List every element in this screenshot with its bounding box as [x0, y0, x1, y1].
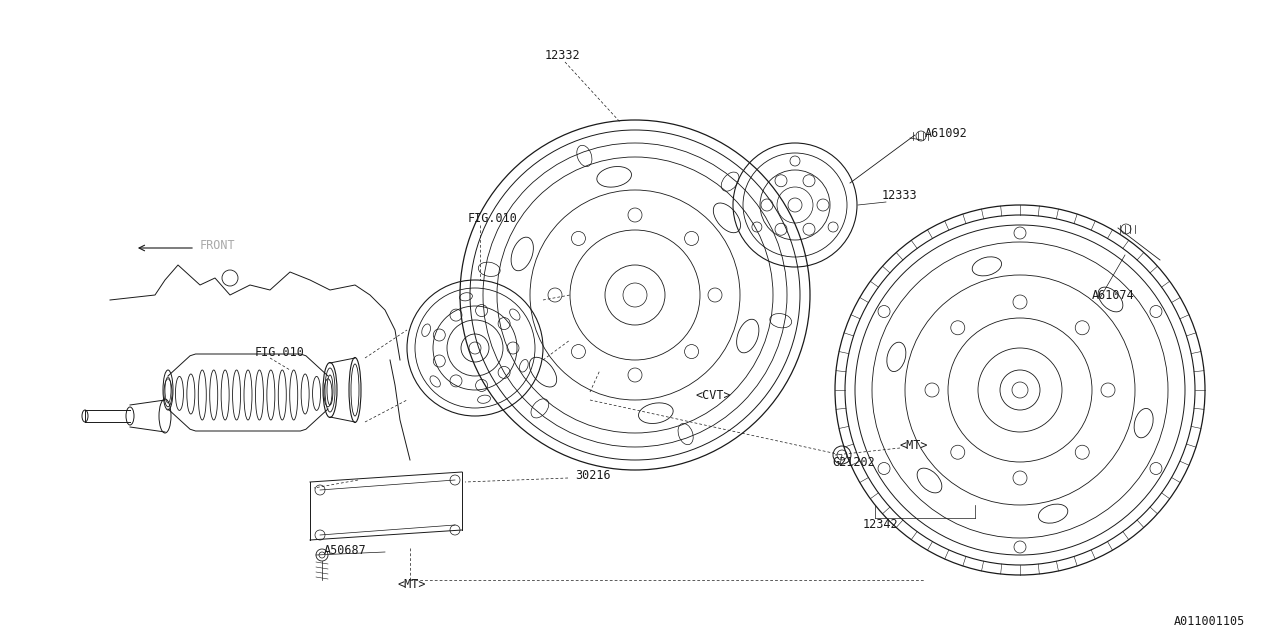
- Text: A011001105: A011001105: [1174, 615, 1245, 628]
- Text: 12332: 12332: [545, 49, 581, 61]
- Text: 12333: 12333: [882, 189, 918, 202]
- Text: <MT>: <MT>: [900, 438, 928, 451]
- Text: 30216: 30216: [575, 468, 611, 481]
- Text: FIG.010: FIG.010: [255, 346, 305, 358]
- Text: A50687: A50687: [324, 543, 367, 557]
- Text: A61074: A61074: [1092, 289, 1135, 301]
- Text: FRONT: FRONT: [200, 239, 236, 252]
- Text: 12342: 12342: [863, 518, 897, 531]
- Text: <CVT>: <CVT>: [695, 388, 731, 401]
- Text: FIG.010: FIG.010: [468, 211, 518, 225]
- Text: G21202: G21202: [832, 456, 874, 468]
- Text: A61092: A61092: [925, 127, 968, 140]
- Text: <MT>: <MT>: [397, 579, 425, 591]
